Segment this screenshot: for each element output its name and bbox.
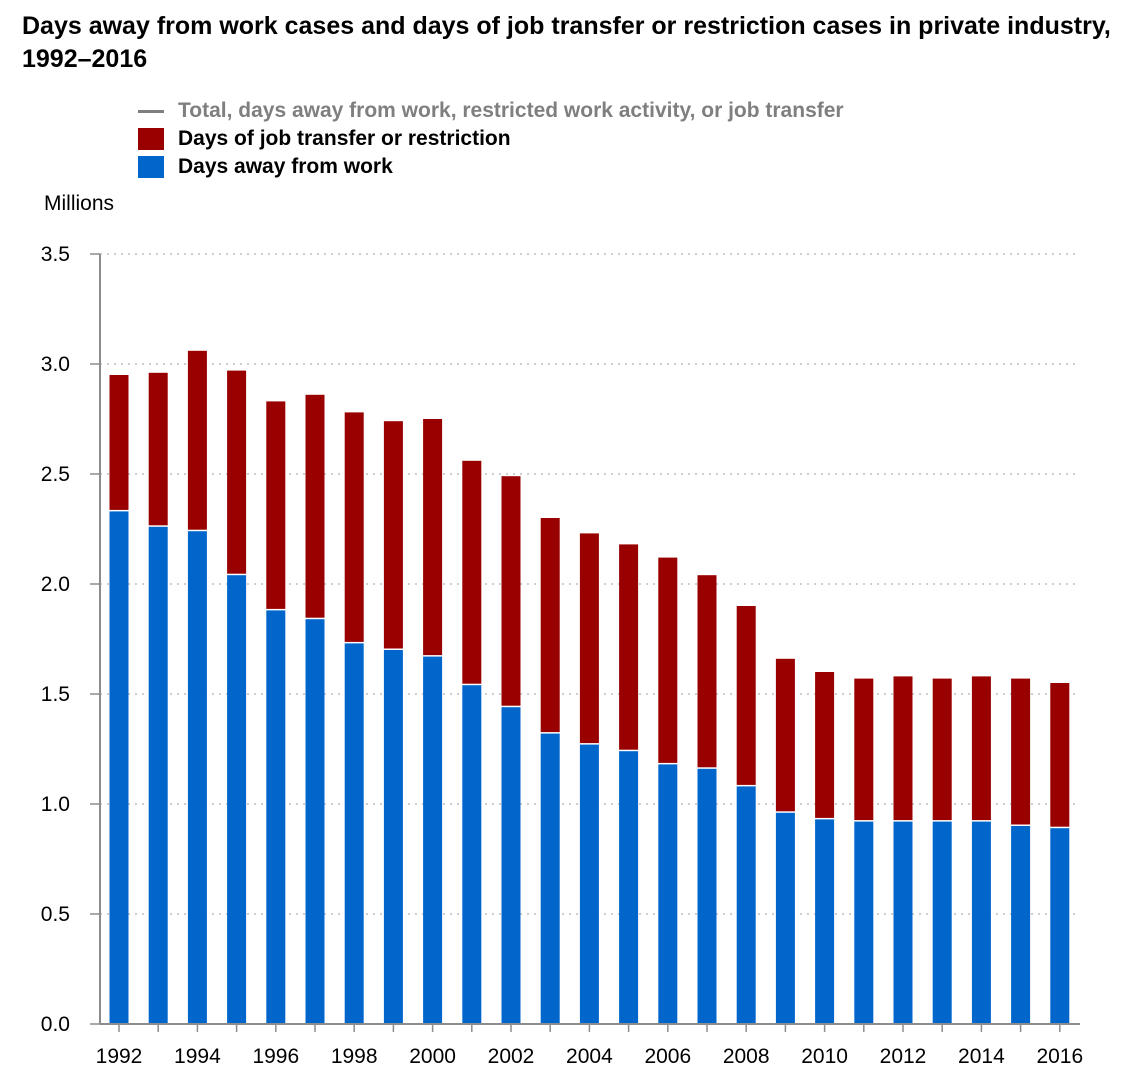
bar-days-away: [619, 751, 639, 1024]
legend-total-label: Total, days away from work, restricted w…: [178, 99, 844, 122]
x-tick-label: 2016: [1036, 1045, 1083, 1068]
x-tick-label: 2004: [566, 1045, 613, 1068]
bar-days-away: [109, 511, 129, 1024]
legend-restriction-swatch-icon: [138, 128, 164, 150]
x-tick-label: 2000: [409, 1045, 456, 1068]
legend-item-away: Days away from work: [138, 153, 844, 181]
x-tick-label: 2006: [644, 1045, 691, 1068]
legend-away-label: Days away from work: [178, 155, 393, 178]
bar-job-transfer-restriction: [305, 394, 325, 618]
bar-days-away: [462, 685, 482, 1024]
bar-job-transfer-restriction: [109, 375, 129, 510]
y-tick-label: 1.5: [41, 683, 70, 706]
bar-days-away: [932, 821, 952, 1024]
x-tick-label: 2010: [801, 1045, 848, 1068]
bar-job-transfer-restriction: [383, 421, 403, 649]
bar-job-transfer-restriction: [462, 460, 482, 684]
bar-days-away: [971, 821, 991, 1024]
bar-job-transfer-restriction: [579, 533, 599, 744]
legend-total-line-icon: [138, 109, 164, 113]
bar-days-away: [775, 812, 795, 1024]
bar-days-away: [501, 707, 521, 1024]
bar-days-away: [305, 619, 325, 1024]
bar-days-away: [187, 531, 207, 1024]
bar-days-away: [227, 575, 247, 1024]
legend-restriction-label: Days of job transfer or restriction: [178, 127, 511, 150]
bar-job-transfer-restriction: [187, 350, 207, 530]
bar-days-away: [383, 650, 403, 1024]
legend: Total, days away from work, restricted w…: [138, 97, 844, 181]
bar-days-away: [697, 768, 717, 1024]
x-tick-label: 2014: [958, 1045, 1005, 1068]
bar-days-away: [736, 786, 756, 1024]
bar-job-transfer-restriction: [148, 372, 168, 526]
y-tick-label: 2.0: [41, 573, 70, 596]
y-tick-label: 0.0: [41, 1013, 70, 1036]
y-axis-unit-label: Millions: [44, 192, 115, 215]
x-tick-label: 1992: [96, 1045, 143, 1068]
bar-job-transfer-restriction: [775, 658, 795, 812]
bar-job-transfer-restriction: [932, 678, 952, 821]
y-tick-label: 3.5: [41, 243, 70, 266]
bar-days-away: [854, 821, 874, 1024]
x-tick-label: 1996: [252, 1045, 299, 1068]
x-tick-label: 2008: [723, 1045, 770, 1068]
bar-job-transfer-restriction: [971, 676, 991, 821]
bar-job-transfer-restriction: [1050, 683, 1070, 827]
bar-days-away: [266, 610, 286, 1024]
bar-days-away: [148, 526, 168, 1024]
legend-item-total: Total, days away from work, restricted w…: [138, 97, 844, 125]
bar-job-transfer-restriction: [658, 557, 678, 763]
y-tick-label: 3.0: [41, 353, 70, 376]
bar-job-transfer-restriction: [266, 401, 286, 609]
bar-job-transfer-restriction: [854, 678, 874, 821]
bar-days-away: [540, 733, 560, 1024]
bar-job-transfer-restriction: [227, 370, 247, 574]
legend-away-swatch-icon: [138, 156, 164, 178]
legend-item-restriction: Days of job transfer or restriction: [138, 125, 844, 153]
bar-job-transfer-restriction: [423, 419, 443, 656]
bar-job-transfer-restriction: [893, 676, 913, 821]
bar-days-away: [1011, 826, 1031, 1024]
y-tick-label: 2.5: [41, 463, 70, 486]
bar-job-transfer-restriction: [344, 412, 364, 642]
bar-days-away: [893, 821, 913, 1024]
bar-days-away: [344, 643, 364, 1024]
x-tick-label: 1994: [174, 1045, 221, 1068]
bar-job-transfer-restriction: [815, 672, 835, 818]
x-tick-label: 1998: [331, 1045, 378, 1068]
bar-job-transfer-restriction: [619, 544, 639, 750]
bar-days-away: [423, 656, 443, 1024]
y-tick-label: 0.5: [41, 903, 70, 926]
bar-job-transfer-restriction: [1011, 678, 1031, 825]
x-tick-label: 2002: [488, 1045, 535, 1068]
y-tick-label: 1.0: [41, 793, 70, 816]
chart-title: Days away from work cases and days of jo…: [22, 12, 1111, 73]
bar-job-transfer-restriction: [501, 476, 521, 706]
bar-job-transfer-restriction: [736, 606, 756, 785]
bar-job-transfer-restriction: [540, 518, 560, 733]
bar-job-transfer-restriction: [697, 575, 717, 768]
x-tick-label: 2012: [880, 1045, 927, 1068]
bar-days-away: [815, 819, 835, 1024]
bar-days-away: [579, 744, 599, 1024]
bar-days-away: [658, 764, 678, 1024]
bar-days-away: [1050, 828, 1070, 1024]
